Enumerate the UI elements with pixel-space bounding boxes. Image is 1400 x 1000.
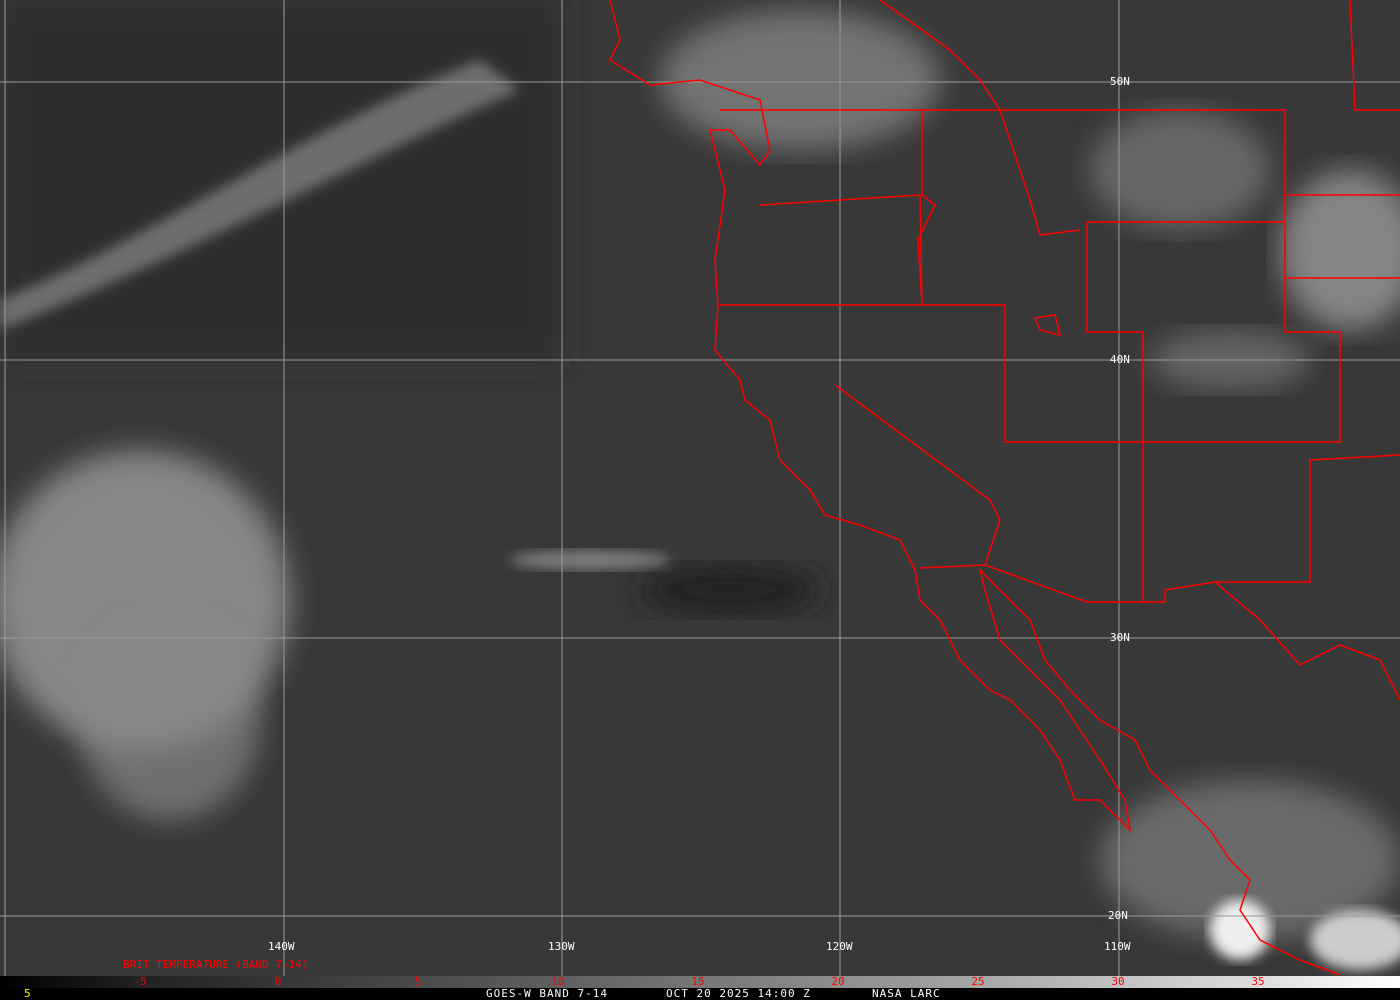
colorbar-tick: 10 [551, 975, 565, 988]
colorbar-tick: 30 [1111, 975, 1125, 988]
lat-label: 30N [1110, 631, 1130, 644]
lat-label: 50N [1110, 75, 1130, 88]
product-title: GOES-W BAND 7-14 [486, 987, 608, 1000]
lon-label: 140W [268, 940, 295, 953]
colorbar-tick: 25 [971, 975, 985, 988]
info-bar [0, 988, 1400, 1000]
colorbar-tick: 20 [831, 975, 845, 988]
lon-label: 130W [548, 940, 575, 953]
political-borders [609, 0, 1400, 976]
legend-title: BRIT TEMPERATURE (BAND 7-14) [123, 958, 308, 971]
lon-label: 110W [1104, 940, 1131, 953]
colorbar-tick: -5 [133, 975, 147, 988]
lat-label: 40N [1110, 353, 1130, 366]
lon-label: 120W [826, 940, 853, 953]
lat-label: 20N [1108, 909, 1128, 922]
colorbar-tick: 35 [1251, 975, 1265, 988]
map-labels: 140W 130W 120W 110W 50N 40N 30N 20N BRIT… [123, 75, 1131, 971]
colorbar-tick: 0 [274, 975, 282, 988]
corner-value: 5 [24, 987, 32, 1000]
colorbar-tick: 15 [691, 975, 705, 988]
credit: NASA LARC [872, 987, 941, 1000]
colorbar-tick: 5 [414, 975, 422, 988]
datetime: OCT 20 2025 14:00 Z [666, 987, 811, 1000]
lat-lon-grid [0, 0, 1400, 976]
colorbar [0, 976, 1400, 988]
